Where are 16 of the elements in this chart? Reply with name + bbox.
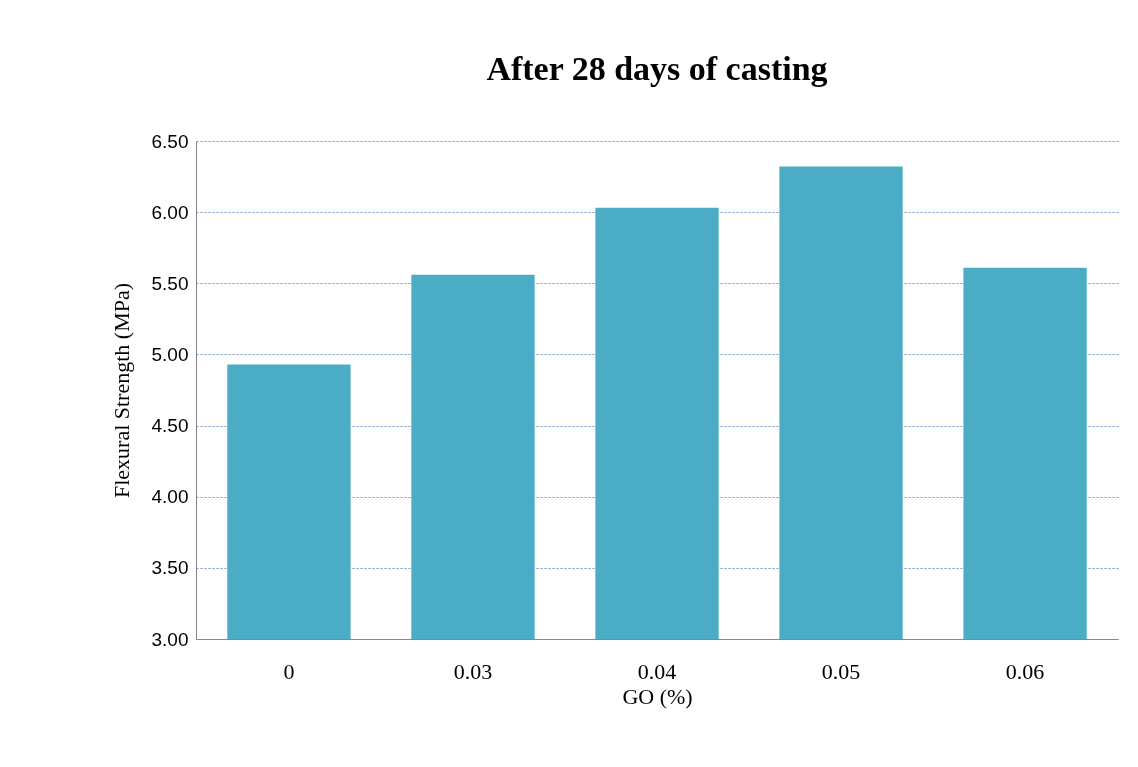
y-tick-label: 5.00 bbox=[151, 343, 189, 365]
x-tick-label: 0 bbox=[283, 658, 295, 684]
x-tick-label: 0.04 bbox=[637, 658, 677, 684]
chart-title: After 28 days of casting bbox=[486, 50, 828, 87]
y-tick-label: 4.00 bbox=[151, 486, 189, 508]
x-tick-label: 0.05 bbox=[821, 658, 861, 684]
y-tick-label: 4.50 bbox=[151, 415, 189, 437]
x-axis-title: GO (%) bbox=[622, 683, 693, 709]
y-tick-label: 5.50 bbox=[151, 272, 189, 294]
y-tick-label: 6.00 bbox=[151, 201, 189, 223]
y-tick-label: 3.00 bbox=[151, 628, 189, 650]
y-tick-label: 6.50 bbox=[151, 130, 189, 152]
y-tick-label: 3.50 bbox=[151, 557, 189, 579]
x-tick-label: 0.06 bbox=[1005, 658, 1045, 684]
y-axis-title: Flexural Strength (MPa) bbox=[108, 282, 134, 499]
x-tick-label: 0.03 bbox=[453, 658, 493, 684]
